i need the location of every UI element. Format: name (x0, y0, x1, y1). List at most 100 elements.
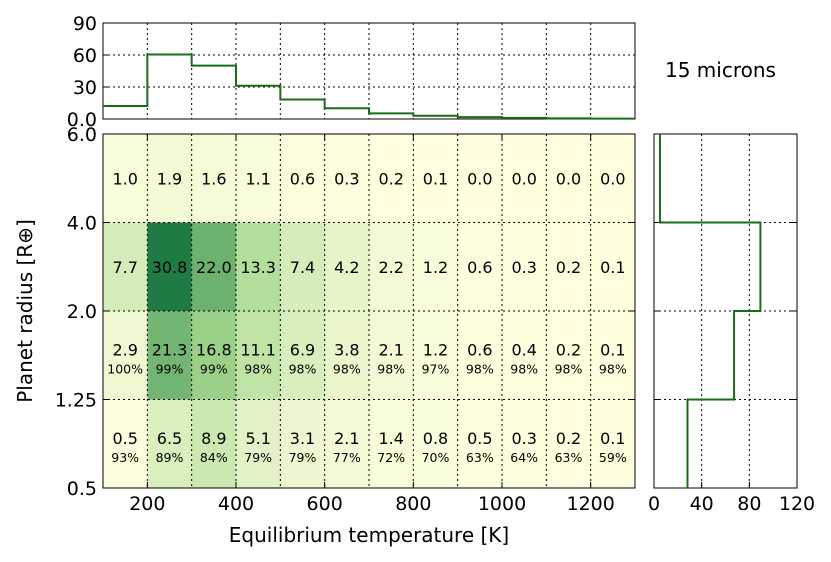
top-histogram-step-line (103, 53, 635, 120)
heatmap-cell (369, 311, 414, 400)
y-axis-label: Planet radius [R⊕] (13, 219, 37, 403)
cell-value-label: 1.0 (112, 169, 137, 188)
cell-value-label: 0.5 (112, 429, 137, 448)
cell-value-label: 1.2 (423, 258, 448, 277)
cell-value-label: 0.5 (467, 429, 492, 448)
heatmap-cell (280, 134, 325, 223)
cell-value-label: 30.8 (152, 258, 188, 277)
y-tick-label: 6.0 (67, 124, 97, 146)
x-tick-label: 200 (129, 493, 165, 515)
heatmap-cell (280, 311, 325, 400)
heatmap-cell (457, 311, 502, 400)
top-y-tick-label: 30 (73, 77, 97, 99)
right-histogram-panel: 0 40 80 120 (648, 133, 815, 515)
heatmap-cell (369, 399, 414, 488)
top-y-tick-label: 0.0 (67, 109, 97, 131)
cell-value-label: 0.8 (423, 429, 448, 448)
cell-value-label: 1.2 (423, 340, 448, 359)
cell-value-label: 0.2 (556, 429, 581, 448)
heatmap-cell (546, 399, 591, 488)
cell-value-label: 0.2 (378, 169, 403, 188)
cell-value-label: 2.1 (378, 340, 403, 359)
cell-value-label: 1.4 (378, 429, 403, 448)
heatmap-cell (457, 134, 502, 223)
heatmap-y-ticks: 0.5 1.25 2.0 4.0 6.0 (55, 124, 635, 500)
heatmap-cell (324, 399, 369, 488)
x-tick-label: 1200 (566, 493, 614, 515)
cell-value-label: 3.8 (334, 340, 359, 359)
cell-value-label: 0.1 (423, 169, 448, 188)
heatmap-cell (457, 399, 502, 488)
cell-value-label: 13.3 (240, 258, 276, 277)
cell-value-label: 0.3 (511, 429, 536, 448)
cell-value-label: 7.4 (290, 258, 315, 277)
heatmap-cell (324, 222, 369, 311)
cell-percent-label: 98% (510, 361, 538, 376)
cell-percent-label: 59% (599, 450, 627, 465)
cell-percent-label: 100% (107, 361, 143, 376)
cell-value-label: 6.5 (157, 429, 182, 448)
heatmap-cell (413, 134, 458, 223)
cell-value-label: 22.0 (196, 258, 232, 277)
right-x-tick-label: 40 (690, 493, 714, 515)
cell-value-label: 0.6 (467, 258, 492, 277)
cell-percent-label: 84% (200, 450, 228, 465)
cell-value-label: 21.3 (152, 340, 188, 359)
cell-value-label: 3.1 (290, 429, 315, 448)
right-x-tick-label: 0 (648, 493, 660, 515)
heatmap-cell (236, 399, 281, 488)
right-x-tick-label: 80 (737, 493, 761, 515)
x-tick-label: 400 (218, 493, 254, 515)
cell-value-label: 0.0 (467, 169, 492, 188)
cell-percent-label: 70% (422, 450, 450, 465)
heatmap-cell (413, 399, 458, 488)
cell-value-label: 0.1 (600, 258, 625, 277)
heatmap-cell (590, 134, 635, 223)
top-histogram-panel: 0.0 30 60 90 (67, 13, 636, 131)
cell-value-label: 0.0 (600, 169, 625, 188)
heatmap-cell (324, 311, 369, 400)
cell-value-label: 2.2 (378, 258, 403, 277)
cell-value-label: 2.1 (334, 429, 359, 448)
cell-percent-label: 99% (200, 361, 228, 376)
cell-value-label: 0.1 (600, 340, 625, 359)
cell-value-label: 6.9 (290, 340, 315, 359)
cell-value-label: 1.6 (201, 169, 226, 188)
heatmap-cell (280, 222, 325, 311)
cell-value-label: 0.6 (290, 169, 315, 188)
heatmap-cell (324, 134, 369, 223)
cell-percent-label: 98% (333, 361, 361, 376)
cell-value-label: 0.6 (467, 340, 492, 359)
heatmap-cell (103, 134, 148, 223)
cell-percent-label: 89% (156, 450, 184, 465)
cell-value-label: 1.9 (157, 169, 182, 188)
cell-value-label: 0.3 (334, 169, 359, 188)
heatmap-cell (546, 222, 591, 311)
cell-percent-label: 98% (466, 361, 494, 376)
cell-percent-label: 79% (289, 450, 317, 465)
cell-percent-label: 98% (377, 361, 405, 376)
cell-value-label: 2.9 (112, 340, 137, 359)
heatmap-cell (590, 399, 635, 488)
right-histogram-step-line (658, 134, 762, 488)
cell-percent-label: 79% (244, 450, 272, 465)
heatmap-cell (369, 222, 414, 311)
top-y-tick-label: 60 (73, 45, 97, 67)
heatmap-cell (590, 222, 635, 311)
y-tick-label: 1.25 (55, 390, 97, 412)
heatmap-cell (236, 311, 281, 400)
cell-percent-label: 97% (422, 361, 450, 376)
cell-percent-label: 98% (289, 361, 317, 376)
cell-percent-label: 93% (111, 450, 139, 465)
top-histogram-y-ticks: 0.0 30 60 90 (67, 13, 109, 131)
cell-percent-label: 98% (555, 361, 583, 376)
heatmap-cell (546, 311, 591, 400)
cell-value-label: 5.1 (245, 429, 270, 448)
heatmap-cell (413, 311, 458, 400)
right-histogram-grid (654, 134, 797, 488)
cell-value-label: 0.3 (511, 258, 536, 277)
cell-percent-label: 64% (510, 450, 538, 465)
heatmap-cell (236, 134, 281, 223)
heatmap-cell (191, 222, 236, 311)
